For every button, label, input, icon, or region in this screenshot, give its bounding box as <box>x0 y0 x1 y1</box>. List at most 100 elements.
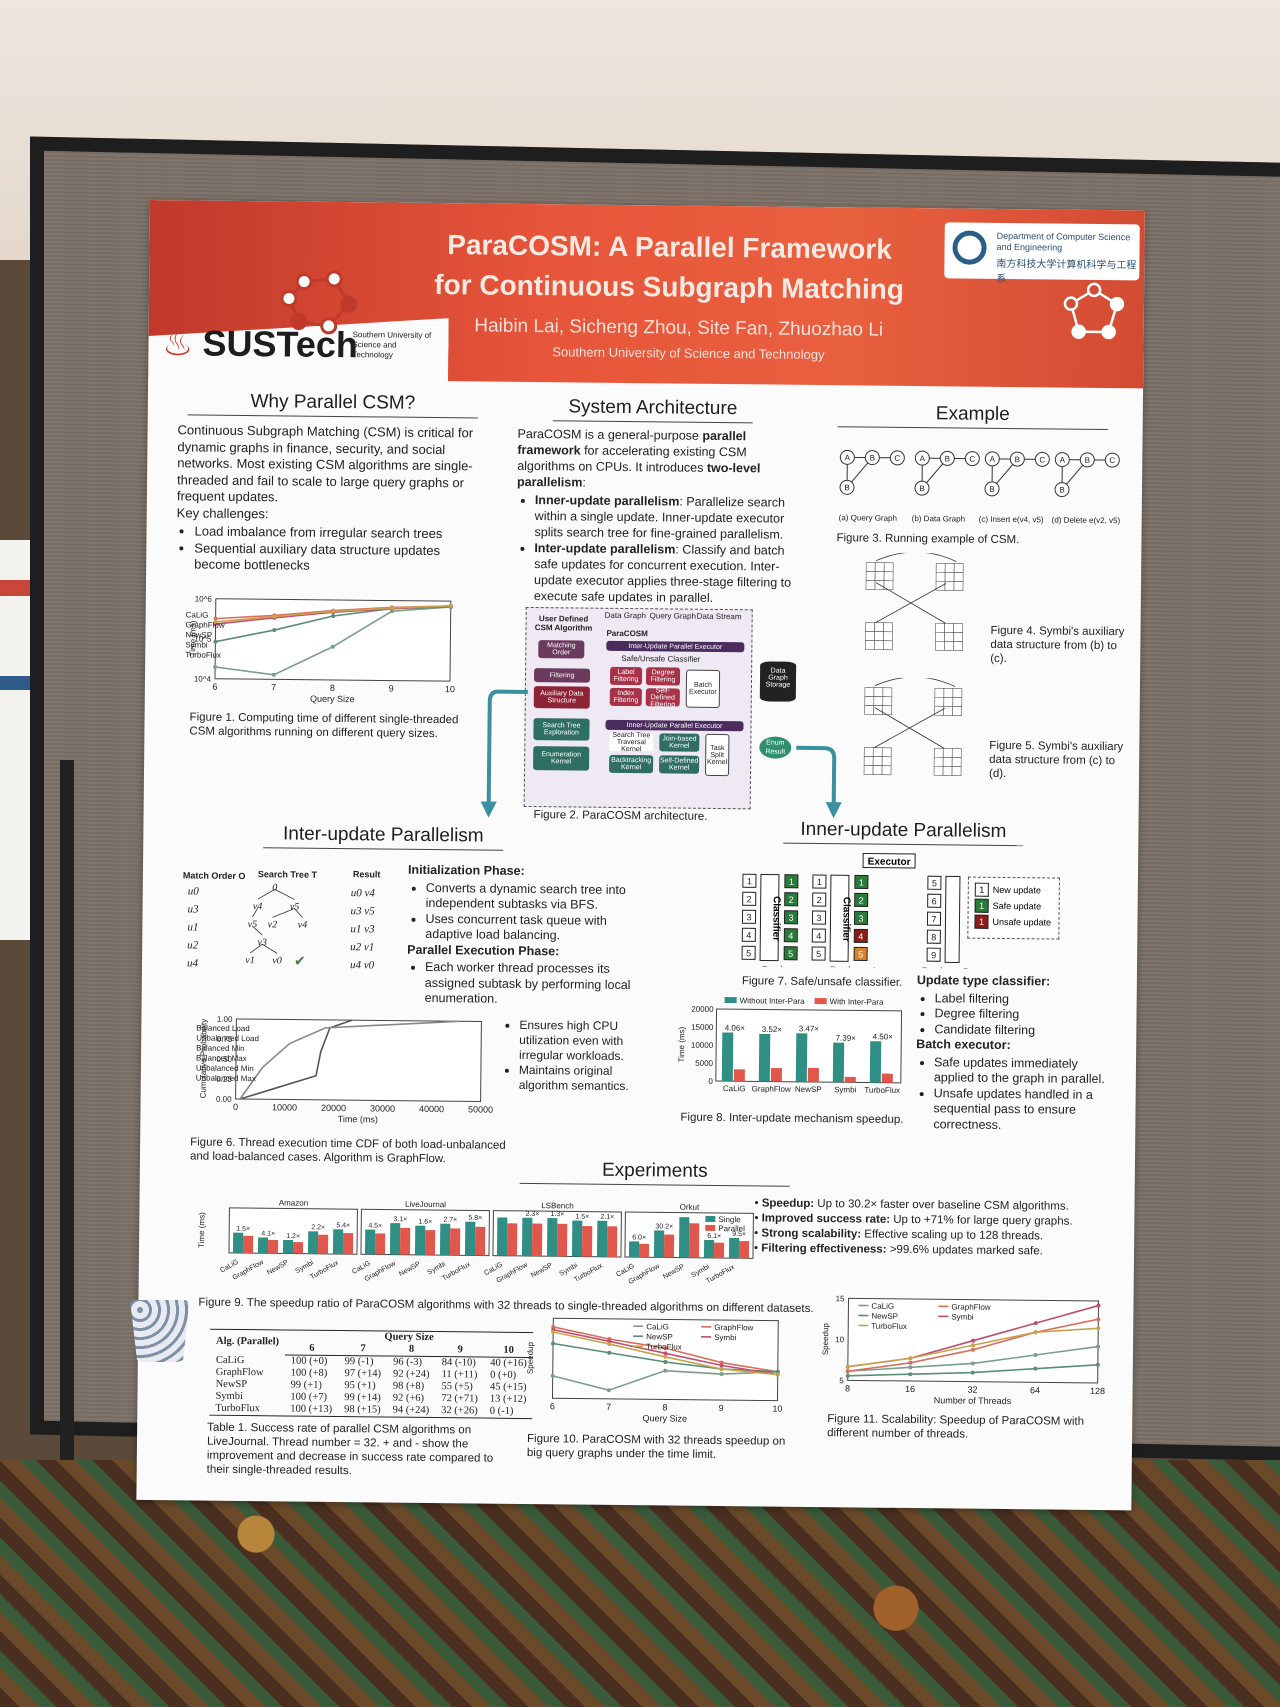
update-box-label: 1 <box>789 877 794 887</box>
x-tick-label: 50000 <box>468 1104 493 1114</box>
matrix-cell <box>933 765 944 776</box>
matrix-cell <box>863 747 874 757</box>
legend-swatch <box>724 997 737 1004</box>
data-label: 9.5× <box>732 1231 746 1238</box>
y-tick-label: 0.00 <box>216 1095 232 1104</box>
bar <box>506 1223 518 1256</box>
graph-node-label: C <box>894 454 900 463</box>
why-text: Continuous Subgraph Matching (CSM) is cr… <box>176 422 488 576</box>
graph-node-label: B <box>919 484 924 493</box>
graph-node <box>889 450 905 466</box>
legend-swatch <box>705 1215 716 1222</box>
update-box-label: 1 <box>817 877 822 887</box>
matrix-cell <box>953 563 964 573</box>
y-tick-label: 15000 <box>691 1023 714 1032</box>
figure-7-classifier: 1 2 3 4 5 Classifier 1 2 3 4 5 1 2 3 4 5 Classifier 1 2 3 4 5… <box>741 852 968 969</box>
matrix-cell <box>873 696 884 707</box>
legend-label: Symbi <box>714 1333 737 1342</box>
update-box <box>854 892 869 908</box>
y-axis-label: Time (ms) <box>677 1026 686 1062</box>
matrix-cell <box>882 696 893 707</box>
matrix-cell <box>952 706 963 716</box>
graph-node-label: B <box>1059 486 1064 495</box>
experiments-bullets: • Speedup: Up to 30.2× faster over basel… <box>753 1197 1073 1258</box>
matrix-cell <box>865 562 876 572</box>
update-box <box>741 945 756 960</box>
update-box <box>927 893 942 908</box>
bar <box>713 1242 725 1259</box>
update-box-label: 3 <box>816 913 821 923</box>
x-axis-label: Time (ms) <box>338 1114 378 1124</box>
matrix-cell <box>935 631 945 642</box>
data-label: 5.4× <box>336 1222 350 1229</box>
data-point <box>908 1356 913 1361</box>
search-tree-diagram: u0 u3 u1 u2 u4 u0 v4 u3 v5 u1 v3 u2 v1 u4 v0 0 v4 v5… <box>187 882 376 971</box>
matrix-cell <box>952 688 963 698</box>
matrix-cell <box>951 748 962 758</box>
group-title: LiveJournal <box>405 1200 446 1209</box>
bar <box>758 1033 771 1082</box>
connector-arc <box>876 552 957 562</box>
data-point <box>1096 1326 1101 1331</box>
figure-6-caption: Figure 6. Thread execution time CDF of b… <box>189 1136 506 1166</box>
y-tick-label: 10 <box>835 1335 845 1344</box>
matrix-cell <box>944 623 954 633</box>
matrix-cell <box>953 641 963 651</box>
matrix-cell <box>942 748 953 758</box>
legend-label: TurboFlux <box>871 1322 907 1331</box>
graph-node-label: A <box>920 454 926 463</box>
challenge-item: Sequential auxiliary data structure upda… <box>194 540 486 576</box>
table-1: Alg. (Parallel) Query Size 6 7 8 9 10 CaLiG 10… <box>209 1329 534 1419</box>
data-point <box>970 1361 975 1366</box>
update-box-label: 2 <box>789 895 794 905</box>
data-point <box>331 614 336 619</box>
update-box-label: 5 <box>788 949 793 959</box>
update-box-label: 5 <box>858 949 863 959</box>
graph-node-label: A <box>845 453 851 462</box>
y-tick-label: 5 <box>839 1376 844 1385</box>
result-item: u1 v3 <box>350 923 375 935</box>
graph-node <box>984 451 1000 467</box>
x-tick-label: 10000 <box>272 1102 297 1112</box>
data-label: 3.52× <box>762 1025 783 1034</box>
bar <box>282 1239 294 1254</box>
poster: ParaCOSM: A Parallel Framework for Conti… <box>136 200 1145 1511</box>
bar <box>267 1239 279 1254</box>
executor-label: Executor <box>868 857 911 868</box>
data-point <box>551 1324 556 1329</box>
tree-edge <box>262 943 278 954</box>
matrix-cell <box>943 706 954 716</box>
matrix-cell <box>865 631 875 641</box>
data-label: 2.3× <box>525 1211 539 1218</box>
y-axis-label: Time (ms) <box>188 620 197 656</box>
x-tick-label: 64 <box>1030 1385 1040 1395</box>
y-axis-label: Time (ms) <box>197 1212 206 1248</box>
bar <box>342 1233 354 1255</box>
enum-result-cloud-icon: Enum Result <box>759 736 792 759</box>
department-emblem-icon <box>952 230 987 265</box>
x-tick-label: 6 <box>212 682 217 692</box>
legend-label: Symbi <box>951 1312 974 1321</box>
update-box-label: 1 <box>747 876 752 886</box>
graph-node-label: B <box>844 483 849 492</box>
legend-label: Unbalanced Min <box>196 1064 254 1074</box>
graph-node <box>1054 482 1070 498</box>
figure-3-caption: Figure 3. Running example of CSM. <box>836 532 1020 547</box>
matrix-cell <box>934 687 945 698</box>
x-tick-label: 0 <box>233 1102 238 1112</box>
data-point <box>272 628 277 633</box>
figure-11-chart: 8 16 32 64 128 5 10 15 Number of Threads Speedup C… <box>821 1294 1105 1406</box>
y-tick-label: 1.00 <box>217 1015 233 1024</box>
bar <box>496 1217 508 1256</box>
x-axis-label: Number of Threads <box>934 1395 1012 1406</box>
tree-node: v5 <box>290 902 300 913</box>
x-tick-label: Symbi <box>834 1085 857 1094</box>
bar <box>688 1223 700 1258</box>
data-point <box>213 639 218 644</box>
match-order-item: u3 <box>188 903 200 915</box>
group-title: Amazon <box>279 1198 308 1207</box>
data-point <box>719 1372 724 1377</box>
matrix-cell <box>952 697 963 707</box>
figure-11-caption: Figure 11. Scalability: Speedup of ParaC… <box>827 1413 1085 1441</box>
match-order-item: u2 <box>187 939 199 951</box>
